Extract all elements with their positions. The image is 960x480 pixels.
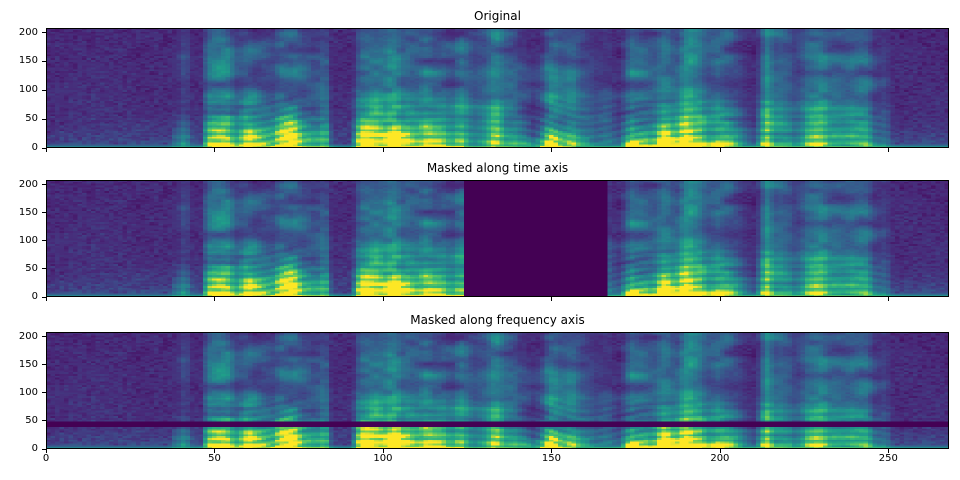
x-tick-mark xyxy=(719,449,721,453)
y-tick-label: 150 xyxy=(18,358,38,370)
x-tick-mark xyxy=(214,297,216,301)
x-tick-mark xyxy=(888,297,890,301)
y-tick-mark xyxy=(42,336,46,337)
x-tick-mark xyxy=(551,148,553,152)
x-tick-mark xyxy=(46,297,47,301)
x-tick-mark xyxy=(382,449,384,453)
y-tick-label: 100 xyxy=(18,234,38,246)
y-tick-label: 150 xyxy=(18,206,38,218)
x-tick-mark xyxy=(551,449,553,453)
spectrogram-panel-frequency-masked xyxy=(46,332,949,449)
y-tick-mark xyxy=(42,364,46,366)
y-tick-label: 150 xyxy=(18,55,38,67)
spectrogram-panel-time-masked xyxy=(46,180,949,297)
x-tick-mark xyxy=(46,148,47,152)
y-tick-label: 50 xyxy=(25,414,38,426)
y-tick-mark xyxy=(42,118,46,120)
spectrogram-canvas-time-masked xyxy=(46,180,949,297)
x-tick-mark xyxy=(46,449,47,453)
y-tick-mark xyxy=(42,89,46,91)
y-tick-mark xyxy=(42,240,46,242)
y-tick-label: 200 xyxy=(18,26,38,38)
y-tick-mark xyxy=(42,147,46,149)
x-tick-mark xyxy=(719,148,721,152)
x-tick-label: 200 xyxy=(710,453,730,464)
y-tick-mark xyxy=(42,184,46,185)
y-tick-label: 50 xyxy=(25,262,38,274)
y-tick-mark xyxy=(42,420,46,422)
x-tick-mark xyxy=(719,297,721,301)
x-tick-mark xyxy=(888,148,890,152)
y-tick-mark xyxy=(42,212,46,214)
y-tick-mark xyxy=(42,392,46,394)
y-tick-label: 0 xyxy=(31,443,38,454)
x-tick-label: 150 xyxy=(541,453,561,464)
x-tick-mark xyxy=(214,449,216,453)
x-tick-mark xyxy=(888,449,890,453)
x-tick-mark xyxy=(382,148,384,152)
panel-title-time-masked: Masked along time axis xyxy=(426,161,569,175)
spectrogram-panel-original xyxy=(46,28,949,148)
y-tick-mark xyxy=(42,448,46,450)
x-tick-label: 100 xyxy=(373,453,393,464)
spectrogram-canvas-original xyxy=(46,28,949,148)
x-tick-mark xyxy=(382,297,384,301)
spectrogram-canvas-frequency-masked xyxy=(46,332,949,449)
y-tick-label: 100 xyxy=(18,84,38,96)
panel-title-original: Original xyxy=(474,9,521,23)
y-tick-label: 100 xyxy=(18,386,38,398)
x-tick-label: 250 xyxy=(878,453,898,464)
x-tick-mark xyxy=(551,297,553,301)
y-tick-mark xyxy=(42,296,46,298)
y-tick-label: 0 xyxy=(31,142,38,153)
panel-title-frequency-masked: Masked along frequency axis xyxy=(410,313,585,327)
y-tick-mark xyxy=(42,32,46,34)
y-tick-label: 50 xyxy=(25,113,38,125)
y-tick-mark xyxy=(42,60,46,62)
x-tick-mark xyxy=(214,148,216,152)
y-tick-label: 200 xyxy=(18,330,38,342)
y-tick-mark xyxy=(42,268,46,270)
x-tick-label: 50 xyxy=(208,453,221,464)
y-tick-label: 0 xyxy=(31,291,38,302)
y-tick-label: 200 xyxy=(18,178,38,190)
x-tick-label: 0 xyxy=(42,453,50,464)
